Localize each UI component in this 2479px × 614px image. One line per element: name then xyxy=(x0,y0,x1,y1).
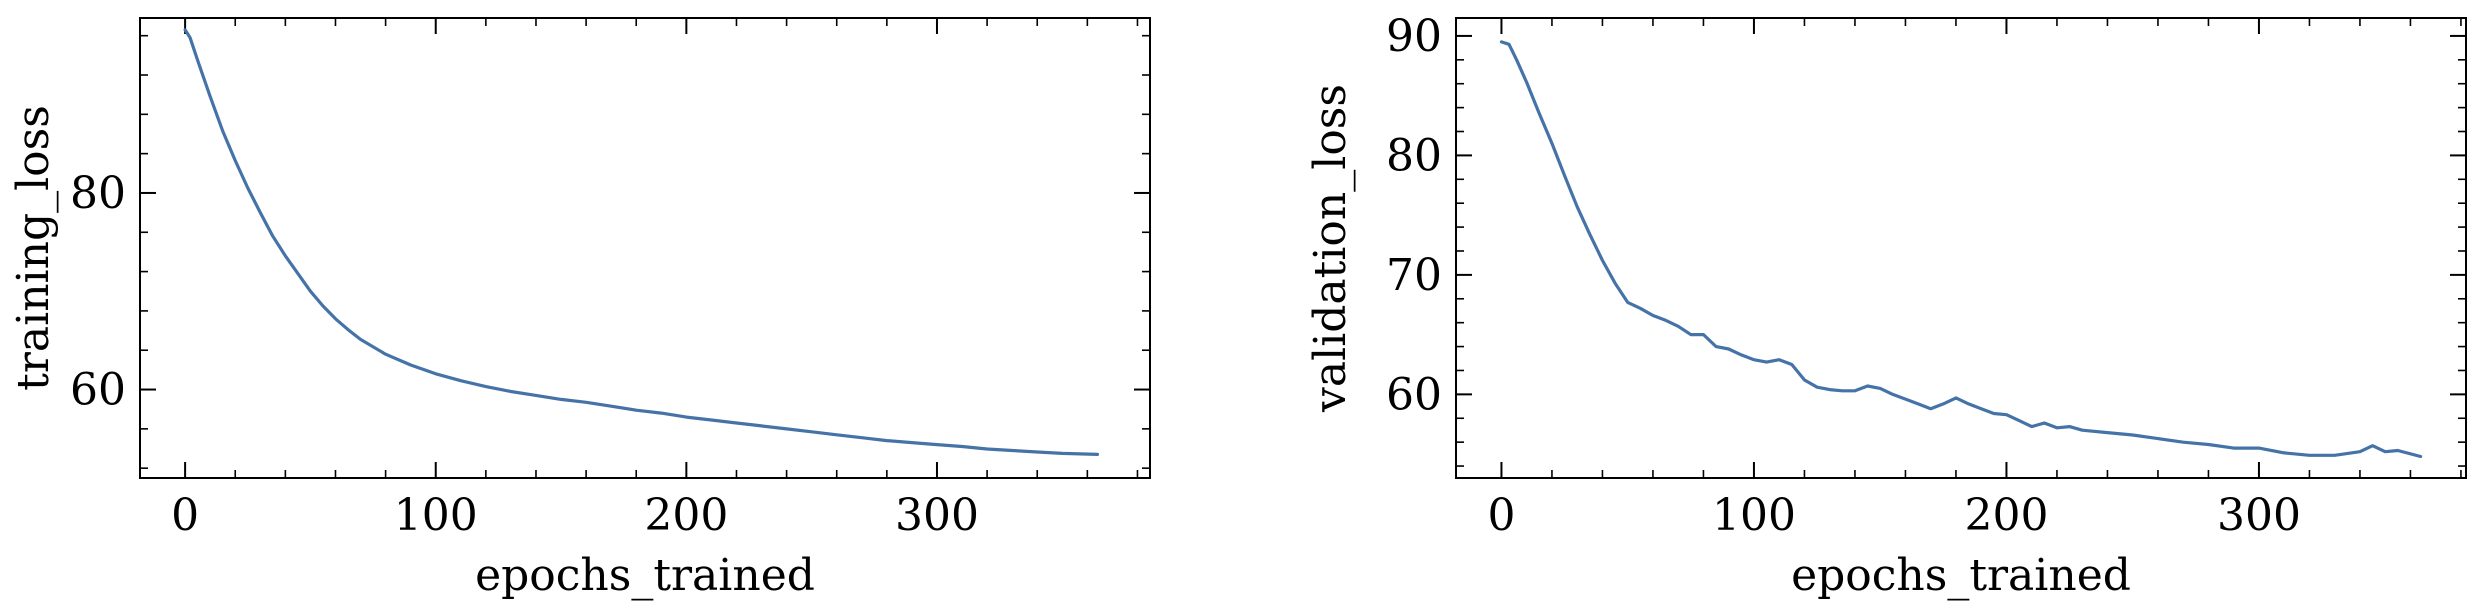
x-tick-label: 300 xyxy=(2217,490,2301,541)
plot-frame xyxy=(139,17,1151,479)
y-axis-label: training_loss xyxy=(8,105,59,391)
y-tick-label: 90 xyxy=(1386,11,1442,62)
axis-ticks xyxy=(1456,18,2466,478)
y-tick-labels: 60 70 80 90 xyxy=(1386,11,1442,420)
series-layer xyxy=(183,28,1099,456)
y-tick-label: 60 xyxy=(70,365,126,416)
x-tick-labels: 0 100 200 300 xyxy=(171,490,979,541)
y-tick-label: 70 xyxy=(1386,250,1442,301)
y-tick-label: 80 xyxy=(70,168,126,219)
y-tick-label: 60 xyxy=(1386,369,1442,420)
x-tick-label: 200 xyxy=(1964,490,2048,541)
plot-frame xyxy=(1455,17,2467,479)
x-tick-label: 0 xyxy=(1487,490,1515,541)
training-loss-chart: 0 100 200 300 60 80 epochs_trained training_… xyxy=(8,17,1151,601)
series-line xyxy=(1499,40,2423,459)
x-axis-label: epochs_trained xyxy=(475,550,815,601)
series-layer xyxy=(1499,40,2423,459)
validation-loss-chart: 0 100 200 300 60 70 80 90 epochs_trained valid… xyxy=(1305,11,2467,601)
x-tick-label: 200 xyxy=(644,490,728,541)
axis-ticks xyxy=(140,18,1150,478)
x-tick-labels: 0 100 200 300 xyxy=(1487,490,2300,541)
y-tick-labels: 60 80 xyxy=(70,168,126,416)
y-tick-label: 80 xyxy=(1386,130,1442,181)
x-tick-label: 100 xyxy=(1712,490,1796,541)
x-axis-label: epochs_trained xyxy=(1791,550,2131,601)
x-tick-label: 300 xyxy=(895,490,979,541)
y-axis-label: validation_loss xyxy=(1305,84,1356,413)
x-tick-label: 0 xyxy=(171,490,199,541)
series-line xyxy=(183,28,1099,456)
x-tick-label: 100 xyxy=(394,490,478,541)
